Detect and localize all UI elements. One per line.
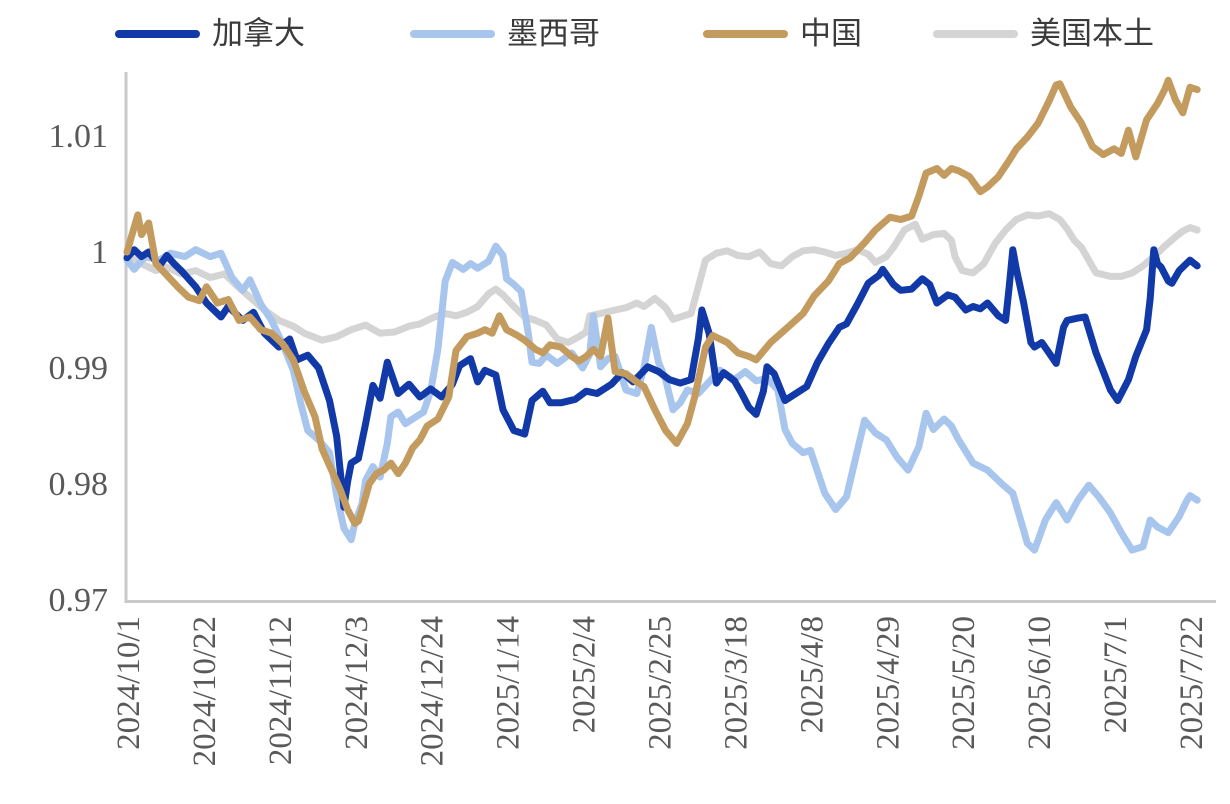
x-tick-label: 2025/6/10 bbox=[1022, 616, 1058, 750]
legend-line-swatch-china-icon bbox=[703, 30, 788, 38]
y-tick-label: 0.97 bbox=[49, 582, 109, 619]
legend-label-canada: 加拿大 bbox=[212, 16, 305, 51]
legend-line-swatch-us-icon bbox=[933, 30, 1018, 38]
y-tick-label: 1.01 bbox=[49, 118, 109, 155]
legend-line-swatch-canada-icon bbox=[115, 30, 200, 38]
legend-item-mexico: 墨西哥 bbox=[410, 14, 600, 54]
x-tick-label: 2025/1/14 bbox=[491, 616, 527, 750]
y-tick-label: 0.99 bbox=[49, 350, 109, 387]
x-tick-label: 2025/7/1 bbox=[1098, 616, 1134, 733]
x-tick-label: 2024/12/24 bbox=[415, 616, 451, 766]
x-tick-label: 2024/10/1 bbox=[111, 616, 147, 750]
legend-label-china: 中国 bbox=[800, 16, 862, 51]
series-line-墨西哥 bbox=[123, 242, 1201, 554]
y-tick-label: 0.98 bbox=[49, 466, 109, 503]
legend-item-us: 美国本土 bbox=[933, 14, 1154, 54]
chart-legend: 加拿大 墨西哥 中国 美国本土 bbox=[0, 14, 1230, 54]
x-tick-label: 2025/4/29 bbox=[870, 616, 906, 750]
legend-label-us: 美国本土 bbox=[1030, 16, 1154, 51]
x-tick-label: 2024/12/3 bbox=[339, 616, 375, 750]
x-tick-label: 2025/4/8 bbox=[794, 616, 830, 733]
series-line-加拿大 bbox=[123, 246, 1201, 511]
series-line-中国 bbox=[123, 76, 1201, 527]
legend-label-mexico: 墨西哥 bbox=[507, 16, 600, 51]
legend-line-swatch-mexico-icon bbox=[410, 30, 495, 38]
legend-item-china: 中国 bbox=[703, 14, 862, 54]
y-tick-label: 1 bbox=[91, 234, 108, 271]
series-line-美国本土 bbox=[123, 210, 1201, 346]
x-tick-label: 2024/11/12 bbox=[263, 616, 299, 765]
x-tick-label: 2025/2/25 bbox=[643, 616, 679, 750]
x-tick-label: 2025/2/4 bbox=[567, 616, 603, 733]
x-tick-label: 2025/7/22 bbox=[1174, 616, 1210, 750]
x-tick-label: 2025/5/20 bbox=[946, 616, 982, 750]
x-tick-label: 2025/3/18 bbox=[718, 616, 754, 750]
legend-item-canada: 加拿大 bbox=[115, 14, 305, 54]
x-tick-label: 2024/10/22 bbox=[187, 616, 223, 766]
